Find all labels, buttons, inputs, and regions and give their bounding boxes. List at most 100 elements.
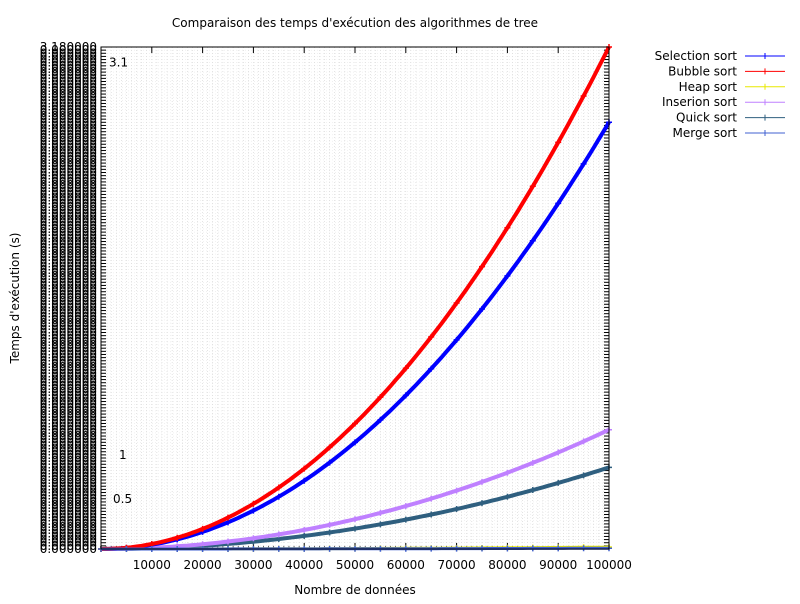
y-tick-label: 0.000000 <box>40 275 97 289</box>
y-tick-label: 0.000000 <box>40 156 97 170</box>
series-point <box>225 514 231 521</box>
y-tick-label: 0.000000 <box>40 222 97 236</box>
y-tick-label: 0.000000 <box>40 144 97 158</box>
series-point <box>555 200 562 207</box>
y-tick-label: 0.000000 <box>40 435 97 449</box>
y-tick-label: 0.000000 <box>40 417 97 431</box>
y-tick-label: 0.000000 <box>40 520 97 534</box>
series-point <box>580 472 587 479</box>
y-tick-label: 3.180000 <box>40 40 97 54</box>
y-tick-label: 0.000000 <box>40 423 97 437</box>
y-tick-label: 0.000000 <box>40 238 97 252</box>
y-tick-label: 0.000000 <box>40 285 97 299</box>
series-point <box>504 545 511 552</box>
y-tick-label: 0.000000 <box>40 457 97 471</box>
y-tick-label: 0.000000 <box>40 482 97 496</box>
y-tick-label: 0.000000 <box>40 78 97 92</box>
y-tick-label: 0.000000 <box>40 166 97 180</box>
y-tick-label: 0.000000 <box>40 68 97 82</box>
y-tick-label: 0.000000 <box>40 395 97 409</box>
series-point <box>402 392 409 399</box>
y-tick-label: 0.000000 <box>40 282 97 296</box>
series-point <box>580 545 587 552</box>
series-point <box>479 263 485 270</box>
series-point <box>504 493 511 500</box>
y-tick-label: 0.000000 <box>40 470 97 484</box>
series-point <box>453 336 460 343</box>
y-tick-label: 0.000000 <box>40 49 97 63</box>
series-point <box>529 545 536 552</box>
series-point <box>580 438 587 445</box>
legend-label: Heap sort <box>679 80 738 94</box>
series-point <box>301 526 308 533</box>
y-tick-label: 0.000000 <box>40 247 97 261</box>
series-point <box>555 479 562 486</box>
y-tick-label: 0.000000 <box>40 203 97 217</box>
y-tick-label: 0.000000 <box>40 43 97 57</box>
series-point <box>504 469 511 476</box>
y-tick-label: 0.000000 <box>40 307 97 321</box>
series-point <box>580 160 587 167</box>
y-tick-label: 0.000000 <box>40 379 97 393</box>
y-tick-label: 0.000000 <box>40 93 97 107</box>
y-tick-label: 0.000000 <box>40 338 97 352</box>
y-tick-label: 0.000000 <box>40 511 97 525</box>
series-point <box>377 521 384 528</box>
series-point <box>453 487 460 494</box>
x-ticks: 10000 20000 30000 40000 50000 60000 70000 80000… <box>105 47 632 572</box>
y-tick-label: 0.000000 <box>40 216 97 230</box>
x-tick-label: 70000 <box>438 558 476 572</box>
y-tick-label: 0.000000 <box>40 278 97 292</box>
y-tick-label: 0.000000 <box>40 153 97 167</box>
y-tick-label: 0.000000 <box>40 71 97 85</box>
y-tick-label: 0.000000 <box>40 272 97 286</box>
y-tick-label: 0.000000 <box>40 169 97 183</box>
y-tick-label: 0.000000 <box>40 81 97 95</box>
y-tick-label: 0.000000 <box>40 376 97 390</box>
y-tick-label: 0.000000 <box>40 231 97 245</box>
series-point <box>377 394 384 401</box>
y-tick-label: 0.000000 <box>40 65 97 79</box>
series-point <box>377 509 384 516</box>
y-tick-label: 0.000000 <box>40 388 97 402</box>
y-tick-label: 0.000000 <box>40 366 97 380</box>
x-tick-label: 50000 <box>336 558 374 572</box>
series-point <box>529 459 536 466</box>
y-tick-label: 0.000000 <box>40 59 97 73</box>
y-tick-label: 0.000000 <box>40 250 97 264</box>
x-tick-label: 10000 <box>133 558 171 572</box>
y-tick-label: 0.000000 <box>40 213 97 227</box>
series-point <box>275 531 282 538</box>
y-tick-label: 0.000000 <box>40 429 97 443</box>
y-tick-label: 0.000000 <box>40 467 97 481</box>
y-tick-label: 0.000000 <box>40 225 97 239</box>
series-point <box>428 333 435 340</box>
y-tick-label: 0.000000 <box>40 87 97 101</box>
series-point <box>529 183 536 190</box>
series-point <box>402 516 409 523</box>
y-tick-label: 0.000000 <box>40 523 97 537</box>
series-point <box>326 521 333 528</box>
y-tick-label: 0.000000 <box>40 363 97 377</box>
y-tick-label: 0.000000 <box>40 197 97 211</box>
series-point <box>453 300 460 307</box>
y-tick-label: 0.000000 <box>40 62 97 76</box>
series-point <box>301 465 308 472</box>
y-tick-label: 0.000000 <box>40 235 97 249</box>
y-ticks: 3.1800000.0000000.0000000.0000000.000000… <box>40 40 609 556</box>
y-tick-label: 0.000000 <box>40 253 97 267</box>
y-tick-label: 0.000000 <box>40 357 97 371</box>
y-tick-label: 0.000000 <box>40 504 97 518</box>
y-tick-label: 0.000000 <box>40 460 97 474</box>
series-point <box>428 365 435 372</box>
y-tick-label: 0.000000 <box>40 445 97 459</box>
y-tick-label: 0.000000 <box>40 316 97 330</box>
y-tick-label: 0.000000 <box>40 310 97 324</box>
y-tick-label: 0.000000 <box>40 131 97 145</box>
series-point <box>428 511 435 518</box>
series-point <box>352 439 358 446</box>
y-tick-label: 0.000000 <box>40 426 97 440</box>
series-point <box>555 139 562 146</box>
series-point <box>275 493 282 500</box>
y-tick-label: 0.000000 <box>40 322 97 336</box>
